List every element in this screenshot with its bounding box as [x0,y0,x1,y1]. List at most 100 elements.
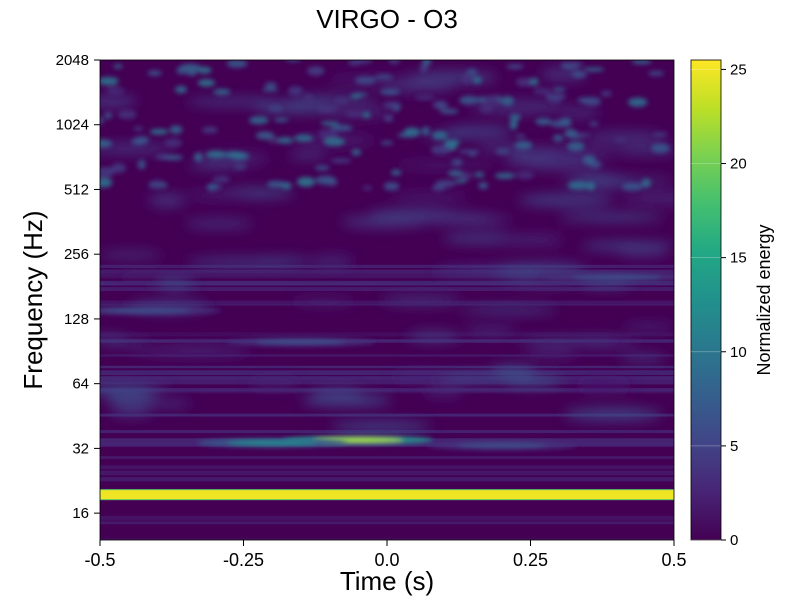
texture-speck [350,94,362,99]
texture-speck [374,74,393,80]
texture-speck [422,60,432,66]
texture-blob [514,146,619,158]
texture-blob [184,219,254,229]
texture-speck [494,172,516,179]
texture-speck [318,129,338,139]
texture-speck [307,66,325,76]
texture-speck [466,68,478,76]
x-tick-label: -0.25 [223,550,264,570]
texture-band [100,390,674,394]
texture-blob [574,378,633,393]
texture-blob [540,67,587,82]
texture-speck [583,67,605,72]
texture-speck [545,93,567,100]
y-axis-label: Frequency (Hz) [18,210,48,389]
texture-speck [100,117,105,124]
texture-blob [423,385,463,397]
texture-speck [552,87,566,92]
texture-speck [648,70,665,76]
texture-blob [434,373,506,384]
texture-speck [164,138,183,148]
texture-speck [562,62,583,68]
texture-speck [197,66,212,74]
texture-speck [267,137,281,144]
texture-band [100,303,674,306]
texture-speck [589,121,599,126]
colorbar-label: Normalized energy [754,224,774,375]
texture-speck [362,185,373,191]
energy-blob [571,274,662,280]
texture-speck [567,181,589,190]
texture-speck [501,96,514,106]
noise-texture [100,60,674,540]
texture-speck [268,105,283,112]
texture-speck [552,134,564,142]
texture-speck [509,119,518,130]
texture-speck [294,134,314,142]
texture-blob [149,399,191,408]
texture-speck [529,77,539,86]
texture-speck [288,86,303,96]
texture-speck [223,151,245,159]
y-tick-label: 2048 [56,52,89,69]
energy-blob [227,440,318,446]
texture-speck [347,60,362,66]
texture-blob [310,255,354,269]
texture-speck [474,172,485,178]
texture-blob [291,298,356,306]
texture-band [100,287,674,292]
x-tick-label: -0.5 [84,550,115,570]
texture-band [100,365,674,369]
texture-speck [600,90,612,97]
x-tick-label: 0.5 [661,550,686,570]
texture-speck [296,176,316,187]
texture-speck [351,149,362,156]
texture-blob [499,234,563,245]
texture-blob [615,146,674,155]
texture-speck [419,63,428,73]
texture-speck [383,114,394,123]
colorbar [690,59,722,541]
colorbar-ticks: 0 5 10 15 20 25 [691,61,747,549]
texture-blob [624,324,674,331]
texture-speck [285,60,301,62]
texture-blob [249,378,300,389]
texture-band [100,280,674,286]
plot-area [99,59,675,541]
texture-speck [414,94,435,101]
texture-blob [391,193,468,201]
texture-band [100,465,674,470]
texture-blob [254,257,311,266]
texture-speck [133,126,144,131]
texture-speck [330,158,352,163]
y-tick-label: 32 [72,440,89,457]
texture-speck [113,63,123,69]
texture-speck [264,82,277,89]
texture-speck [334,97,350,104]
texture-band [100,388,674,392]
texture-speck [213,88,231,96]
texture-blob [407,70,498,85]
texture-speck [100,166,117,175]
texture-band [100,332,674,337]
texture-band [100,521,674,525]
texture-speck [194,152,203,162]
texture-band [100,370,674,376]
texture-speck [515,134,526,139]
line-artifact [100,489,674,500]
texture-speck [460,172,473,181]
texture-speck [315,175,336,185]
texture-blob [110,405,153,417]
texture-speck [454,179,467,184]
texture-speck [461,73,472,84]
texture-blob [100,340,150,347]
y-tick-label: 128 [64,311,89,328]
texture-speck [431,130,448,140]
texture-blob [442,233,518,244]
texture-speck [479,103,494,113]
texture-speck [303,94,314,101]
texture-blob [443,125,513,138]
texture-band [100,455,674,459]
texture-blob [311,387,364,402]
texture-speck [641,178,652,188]
